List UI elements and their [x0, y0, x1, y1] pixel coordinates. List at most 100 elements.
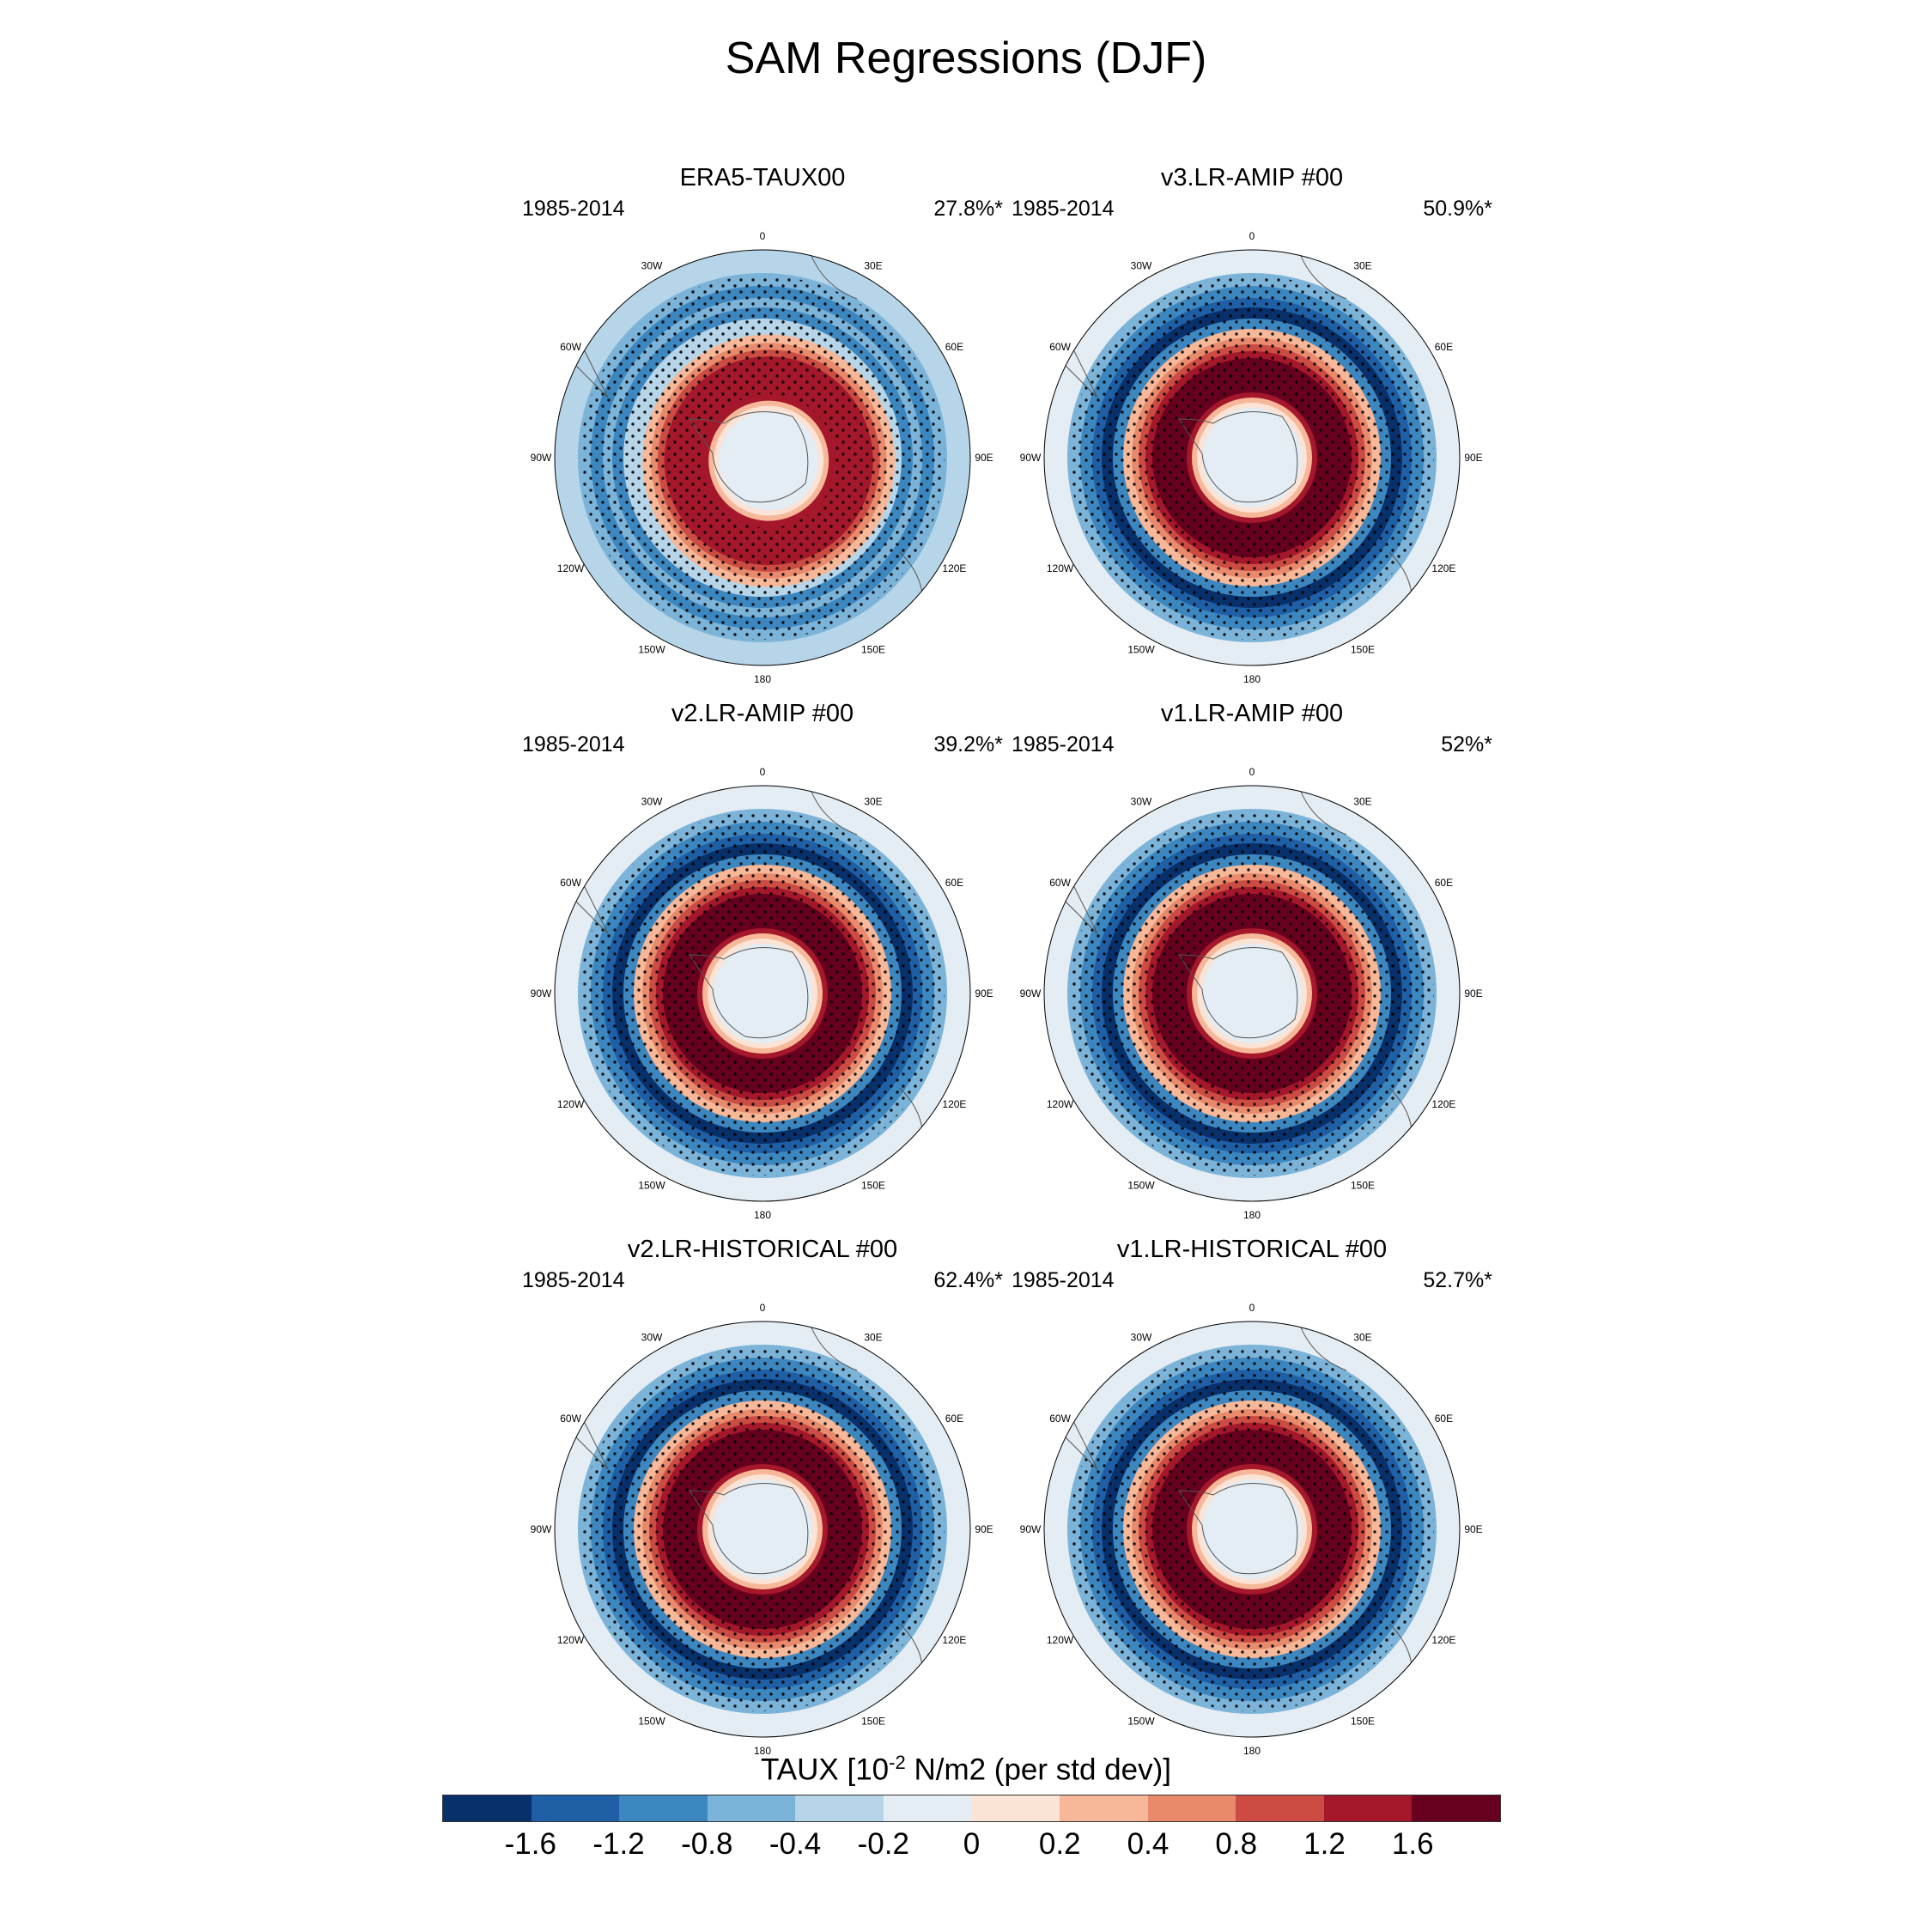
longitude-label: 0	[1249, 1302, 1255, 1314]
longitude-label: 180	[1243, 673, 1261, 685]
map-panel-v2-historical: v2.LR-HISTORICAL #00 1985-2014 62.4%* 0 3…	[522, 1236, 1003, 1770]
colorbar-box	[1147, 1795, 1236, 1821]
longitude-label: 150W	[638, 1179, 665, 1191]
colorbar-box	[707, 1795, 796, 1821]
colorbar	[442, 1795, 1501, 1822]
longitude-label: 90W	[531, 987, 552, 999]
longitude-label: 60W	[560, 341, 581, 353]
colorbar-tick-label: -1.2	[592, 1827, 645, 1861]
longitude-label: 0	[760, 230, 766, 242]
longitude-label: 120E	[1431, 1098, 1455, 1110]
colorbar-tick-label: 1.6	[1391, 1827, 1434, 1861]
colorbar-title: TAUX [10-2 N/m2 (per std dev)]	[0, 1752, 1932, 1788]
colorbar-tick-label: -0.4	[769, 1827, 822, 1861]
map-boundary	[554, 1321, 971, 1738]
colorbar-box	[1236, 1795, 1324, 1821]
map-boundary	[1043, 1321, 1461, 1738]
longitude-label: 150W	[638, 1715, 665, 1727]
map-field	[555, 1321, 970, 1737]
panel-period: 1985-2014	[522, 197, 625, 221]
longitude-label: 180	[754, 673, 771, 685]
panel-variance: 62.4%*	[933, 1268, 1003, 1292]
panel-variance: 39.2%*	[933, 732, 1003, 756]
polar-map: 0 30E 60E 90E 120E 150E 180 150W 120W 90W 60W 30W	[531, 1302, 993, 1757]
map-boundary	[554, 785, 971, 1202]
longitude-label: 180	[1243, 1209, 1261, 1221]
colorbar-box	[883, 1795, 972, 1821]
polar-map: 0 30E 60E 90E 120E 150E 180 150W 120W 90W 60W 30W	[1020, 1302, 1483, 1757]
map-panel-era5: ERA5-TAUX00 1985-2014 27.8%* 0 30E 60E 90E 1…	[522, 164, 1003, 698]
longitude-label: 90W	[1020, 1523, 1042, 1535]
longitude-label: 30W	[641, 796, 663, 808]
longitude-label: 120E	[942, 1634, 966, 1646]
colorbar-title-prefix: TAUX [10	[761, 1753, 890, 1787]
longitude-label: 60W	[1049, 341, 1071, 353]
colorbar-tick-label: 1.2	[1303, 1827, 1346, 1861]
map-field	[1044, 1321, 1460, 1737]
colorbar-tick-label: 0.2	[1038, 1827, 1081, 1861]
polar-map: 0 30E 60E 90E 120E 150E 180 150W 120W 90W 60W 30W	[531, 766, 993, 1221]
longitude-label: 60W	[1049, 877, 1071, 889]
longitude-label: 90W	[1020, 452, 1042, 464]
panel-title: ERA5-TAUX00	[679, 164, 846, 191]
colorbar-box	[443, 1795, 532, 1821]
longitude-label: 30E	[864, 260, 882, 272]
longitude-label: 30W	[1131, 260, 1152, 272]
panel-period: 1985-2014	[522, 1268, 625, 1292]
longitude-label: 90W	[1020, 987, 1042, 999]
figure-title: SAM Regressions (DJF)	[725, 33, 1207, 83]
longitude-label: 30E	[864, 796, 882, 808]
map-boundary	[1043, 249, 1461, 666]
longitude-label: 60W	[560, 877, 581, 889]
longitude-label: 150W	[1127, 1715, 1155, 1727]
longitude-label: 180	[754, 1745, 771, 1757]
polar-map: 0 30E 60E 90E 120E 150E 180 150W 120W 90W 60W 30W	[1020, 766, 1483, 1221]
panel-period: 1985-2014	[1012, 197, 1115, 221]
colorbar-tick-label: -1.6	[504, 1827, 556, 1861]
map-boundary	[1043, 785, 1461, 1202]
panel-title: v1.LR-HISTORICAL #00	[1116, 1236, 1388, 1263]
colorbar-tick-labels: -1.6 -1.2 -0.8 -0.4 -0.2 0 0.2 0.4 0.8 1.2 1.6	[442, 1827, 1501, 1865]
colorbar-tick-label: 0	[963, 1827, 981, 1861]
map-panel-v1-historical: v1.LR-HISTORICAL #00 1985-2014 52.7%* 0 3…	[1012, 1236, 1492, 1770]
longitude-label: 180	[754, 1209, 771, 1221]
panel-variance: 50.9%*	[1423, 197, 1492, 221]
colorbar-tick-label: 0.8	[1215, 1827, 1258, 1861]
longitude-label: 90E	[1464, 1523, 1482, 1535]
longitude-label: 30W	[1131, 1332, 1152, 1344]
longitude-label: 120E	[1431, 562, 1455, 574]
panel-variance: 52%*	[1441, 732, 1492, 756]
map-panel-v2-amip: v2.LR-AMIP #00 1985-2014 39.2%* 0 30E 60E 9…	[522, 700, 1003, 1234]
panel-variance: 52.7%*	[1423, 1268, 1492, 1292]
longitude-label: 0	[1249, 766, 1255, 778]
longitude-label: 150E	[1351, 1179, 1375, 1191]
colorbar-box	[531, 1795, 620, 1821]
longitude-label: 60E	[1435, 1413, 1453, 1425]
longitude-label: 0	[760, 1302, 766, 1314]
colorbar-tick-label: -0.8	[681, 1827, 733, 1861]
longitude-label: 180	[1243, 1745, 1261, 1757]
map-panel-v3-amip: v3.LR-AMIP #00 1985-2014 50.9%* 0 30E 60E 9…	[1012, 164, 1492, 698]
colorbar-box	[971, 1795, 1060, 1821]
longitude-label: 0	[760, 766, 766, 778]
panel-title: v1.LR-AMIP #00	[1160, 700, 1344, 727]
longitude-label: 60W	[560, 1413, 581, 1425]
longitude-label: 150W	[638, 643, 665, 655]
colorbar-box	[795, 1795, 884, 1821]
longitude-label: 120W	[1047, 562, 1074, 574]
longitude-label: 150E	[1351, 1715, 1375, 1727]
panel-period: 1985-2014	[1012, 1268, 1115, 1292]
longitude-label: 90E	[1464, 452, 1482, 464]
colorbar-box	[1412, 1795, 1500, 1821]
longitude-label: 60E	[945, 877, 963, 889]
longitude-label: 30W	[641, 260, 663, 272]
colorbar-box	[619, 1795, 708, 1821]
panel-title: v3.LR-AMIP #00	[1160, 164, 1344, 191]
colorbar-tick-label: 0.4	[1127, 1827, 1170, 1861]
panel-period: 1985-2014	[522, 732, 625, 756]
map-field	[1044, 786, 1460, 1201]
longitude-label: 120E	[942, 1098, 966, 1110]
colorbar-box	[1323, 1795, 1413, 1821]
longitude-label: 60W	[1049, 1413, 1071, 1425]
longitude-label: 90W	[531, 1523, 552, 1535]
